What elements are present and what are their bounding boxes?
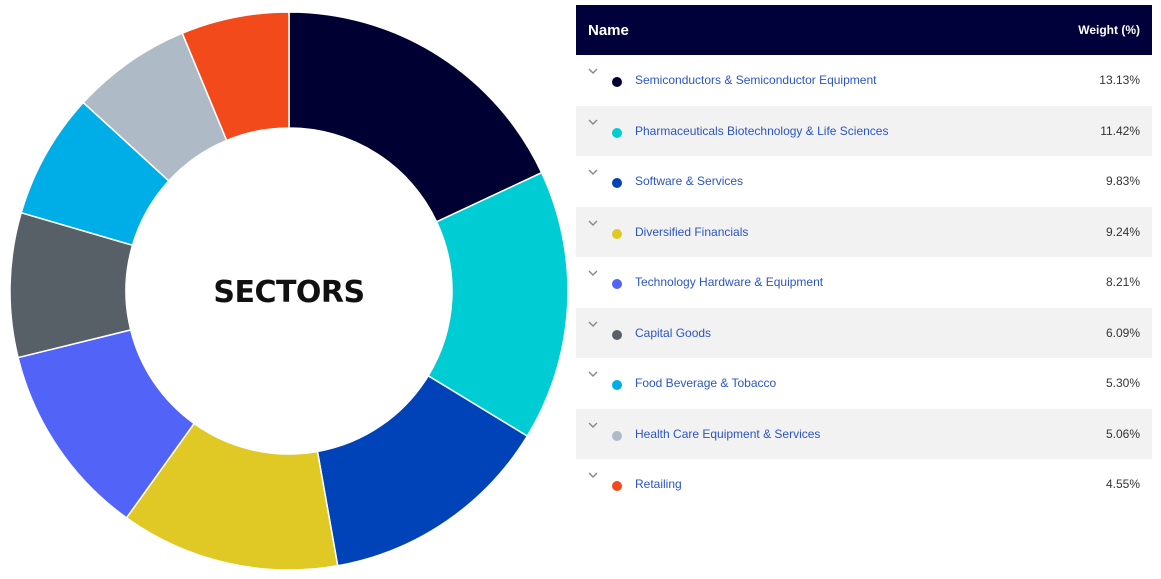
legend-dot-icon: [612, 380, 622, 390]
donut-svg: SECTORS: [9, 11, 569, 571]
chevron-down-icon[interactable]: [588, 320, 598, 328]
sector-weight: 9.24%: [1105, 224, 1140, 239]
table-row[interactable]: Technology Hardware & Equipment 8.21%: [576, 257, 1152, 308]
sector-name-link[interactable]: Health Care Equipment & Services: [635, 426, 821, 441]
legend-dot-icon: [612, 127, 622, 138]
sectors-donut-chart: SECTORS: [0, 0, 575, 579]
header-name: Name: [588, 21, 629, 39]
table-row[interactable]: Pharmaceuticals Biotechnology & Life Sci…: [576, 105, 1152, 156]
sector-weight: 11.42%: [1100, 123, 1140, 138]
legend-dot-icon: [612, 77, 622, 87]
sector-name-link[interactable]: Food Beverage & Tobacco: [635, 376, 777, 390]
sector-name-link[interactable]: Software & Services: [635, 174, 744, 188]
header-weight: Weight (%): [1078, 23, 1140, 37]
legend-dot-icon: [612, 228, 622, 239]
sector-name-link[interactable]: Pharmaceuticals Biotechnology & Life Sci…: [635, 123, 889, 138]
sector-weight: 5.06%: [1105, 426, 1140, 441]
donut-slice-9[interactable]: [181, 11, 290, 142]
sector-weight: 8.21%: [1105, 275, 1140, 289]
table-header: Name Weight (%): [576, 5, 1152, 55]
sector-weight: 5.30%: [1105, 376, 1140, 390]
chevron-down-icon[interactable]: [588, 67, 598, 75]
legend-dot-icon: [612, 481, 622, 491]
sector-weight: 9.83%: [1105, 174, 1140, 188]
sector-name-link[interactable]: Diversified Financials: [635, 224, 749, 239]
table-row[interactable]: Semiconductors & Semiconductor Equipment…: [576, 55, 1152, 106]
legend-dot-icon: [612, 430, 622, 441]
table-row[interactable]: Capital Goods 6.09%: [576, 307, 1152, 358]
table-row[interactable]: Health Care Equipment & Services 5.06%: [576, 408, 1152, 459]
sector-name-link[interactable]: Retailing: [635, 477, 682, 491]
donut-slice-1[interactable]: [288, 11, 543, 223]
chevron-down-icon[interactable]: [588, 118, 598, 126]
sector-name-link[interactable]: Technology Hardware & Equipment: [635, 275, 824, 289]
sector-name-link[interactable]: Capital Goods: [635, 325, 712, 340]
sector-weight: 13.13%: [1099, 73, 1140, 87]
sector-weights-table: Name Weight (%) Semiconductors & Semicon…: [576, 5, 1152, 510]
sector-name-link[interactable]: Semiconductors & Semiconductor Equipment: [635, 73, 877, 87]
donut-center-label: SECTORS: [213, 275, 364, 310]
legend-dot-icon: [612, 178, 622, 188]
table-row[interactable]: Retailing 4.55%: [576, 459, 1152, 510]
chevron-down-icon[interactable]: [588, 471, 598, 479]
sector-weight: 4.55%: [1105, 477, 1140, 491]
table-body: Semiconductors & Semiconductor Equipment…: [576, 55, 1152, 510]
legend-dot-icon: [612, 279, 622, 289]
table-row[interactable]: Software & Services 9.83%: [576, 156, 1152, 207]
chevron-down-icon[interactable]: [588, 269, 598, 277]
chevron-down-icon[interactable]: [588, 421, 598, 429]
chevron-down-icon[interactable]: [588, 168, 598, 176]
table-row[interactable]: Diversified Financials 9.24%: [576, 206, 1152, 257]
chevron-down-icon[interactable]: [588, 370, 598, 378]
chevron-down-icon[interactable]: [588, 219, 598, 227]
sector-weight: 6.09%: [1105, 325, 1140, 340]
table-row[interactable]: Food Beverage & Tobacco 5.30%: [576, 358, 1152, 409]
legend-dot-icon: [612, 329, 622, 340]
